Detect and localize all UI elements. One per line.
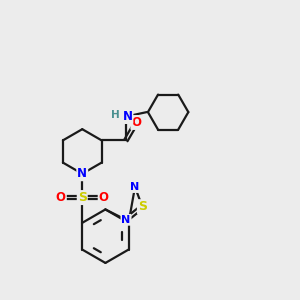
Text: N: N [122, 110, 132, 123]
Text: H: H [111, 110, 120, 120]
Text: S: S [78, 191, 87, 204]
Text: N: N [122, 215, 130, 225]
Text: O: O [131, 116, 141, 129]
Text: N: N [130, 182, 140, 192]
Text: O: O [56, 191, 66, 204]
Text: N: N [77, 167, 87, 180]
Text: S: S [138, 200, 147, 213]
Text: O: O [99, 191, 109, 204]
